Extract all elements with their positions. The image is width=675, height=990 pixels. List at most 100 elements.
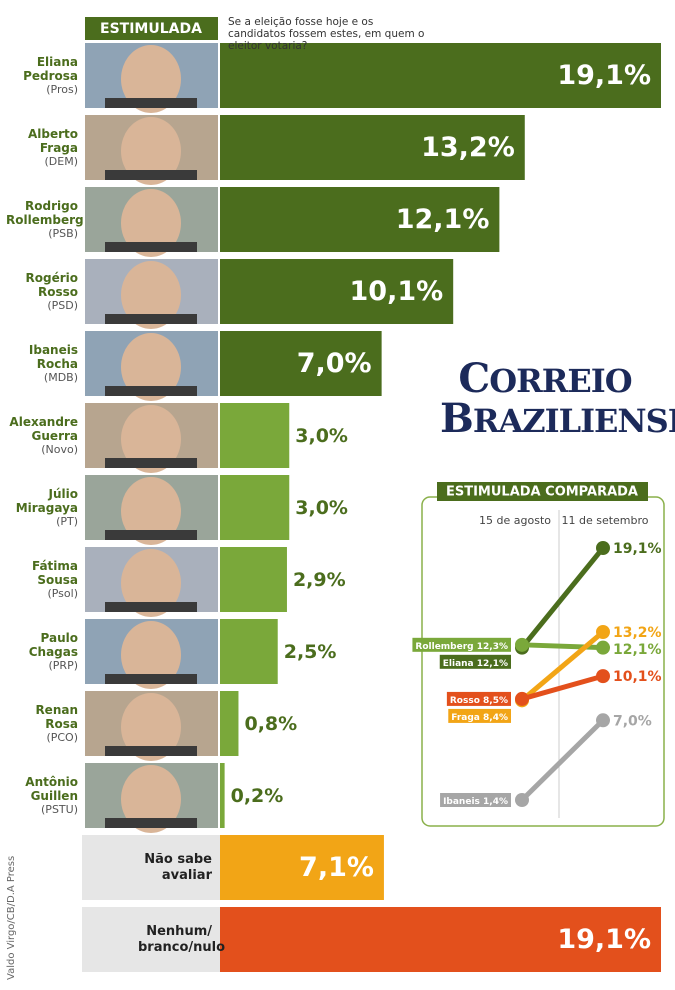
photo-shoulders: [105, 674, 197, 684]
party: (PSB): [48, 226, 78, 240]
photo-shoulders: [105, 458, 197, 468]
value-label: 0,2%: [231, 785, 284, 807]
bar: [220, 259, 454, 324]
photo-face: [121, 549, 181, 617]
chart-title: ESTIMULADA: [100, 21, 202, 37]
slope-dot: [515, 691, 529, 706]
candidate-name: Alberto Fraga: [27, 126, 78, 155]
left-label-box: [439, 654, 511, 669]
left-label: Eliana 12,1%: [439, 654, 511, 669]
bar: [220, 619, 278, 684]
value-label: 10,1%: [613, 669, 662, 685]
bar: [220, 43, 661, 108]
value-label: 0,8%: [244, 713, 297, 735]
party: (Psol): [47, 586, 78, 600]
slope-line: [521, 642, 604, 651]
bar: [220, 115, 525, 180]
credit: Valdo Virgo/CB/D.A Press: [6, 856, 17, 980]
label-box: [82, 835, 220, 900]
photo-shoulders: [105, 530, 197, 540]
photo-face: [121, 333, 181, 401]
value-label: 12,3%: [477, 641, 508, 651]
category-label: Não sabe avaliar: [144, 851, 212, 883]
category-label: Alexandre Guerra (Novo): [0, 415, 78, 457]
value-label: 8,4%: [483, 712, 508, 722]
photo-face: [121, 765, 181, 833]
photo-face: [121, 45, 181, 113]
value-label: 2,9%: [293, 569, 346, 591]
series-name: Eliana: [443, 658, 474, 668]
party: (PT): [56, 514, 78, 528]
candidate-name: Alexandre Guerra: [9, 414, 78, 443]
photo-shoulders: [105, 386, 197, 396]
value-label: 2,5%: [284, 641, 337, 663]
photo-shoulders: [105, 314, 197, 324]
slope-title: ESTIMULADA COMPARADA: [446, 485, 638, 500]
left-label: Ibaneis 1,4%: [440, 793, 511, 807]
left-label: Fraga 8,4%: [448, 708, 511, 723]
series-name: Rosso: [450, 695, 480, 705]
category-label: Antônio Guillen (PSTU): [0, 775, 78, 817]
value-label: 12,1%: [477, 658, 508, 668]
value-label: 7,0%: [297, 348, 372, 379]
slope-line: [520, 546, 605, 650]
bar: [220, 475, 290, 540]
value-label: 3,0%: [295, 425, 348, 447]
photo-face: [121, 621, 181, 689]
category-label: Paulo Chagas (PRP): [0, 631, 78, 673]
left-label: Rollemberg 12,3%: [412, 637, 511, 652]
bar: [220, 691, 239, 756]
party: (PSTU): [41, 802, 78, 816]
slope-line: [520, 718, 605, 802]
photo-shoulders: [105, 602, 197, 612]
brand-line: CORREIO: [458, 355, 632, 402]
brand: CORREIO BRAZILIENSE: [440, 355, 675, 442]
value-label: 19,1%: [557, 924, 651, 955]
value-label: 19,1%: [557, 60, 651, 91]
party: (PRP): [48, 658, 79, 672]
candidate-name: Rodrigo Rollemberg: [6, 198, 84, 227]
category-label: Eliana Pedrosa (Pros): [0, 55, 78, 97]
left-label-box: [440, 793, 511, 807]
label-box: [82, 907, 220, 972]
photo-face: [121, 261, 181, 329]
value-label: 3,0%: [295, 497, 348, 519]
value-label: 7,0%: [613, 713, 652, 729]
slope-title-box: [437, 482, 648, 501]
slope-dot: [596, 640, 610, 655]
candidate-name: Ibaneis Rocha: [28, 342, 78, 371]
slope-dot: [596, 669, 610, 684]
candidate-name: Rogério Rosso: [25, 270, 79, 299]
party: (Pros): [46, 82, 78, 96]
candidate-name: Renan Rosa: [35, 702, 78, 731]
bar: [220, 763, 225, 828]
category-label: Ibaneis Rocha (MDB): [0, 343, 78, 385]
left-label-text: Rollemberg 12,3%: [415, 641, 508, 651]
left-label-text: Rosso 8,5%: [450, 695, 508, 705]
photo-shoulders: [105, 818, 197, 828]
bar: [220, 907, 661, 972]
left-label-text: Eliana 12,1%: [443, 658, 508, 668]
series-name: Fraga: [451, 712, 480, 722]
slope-dot: [515, 637, 529, 652]
category-label: Fátima Sousa (Psol): [0, 559, 78, 601]
bar: [220, 331, 382, 396]
left-label-box: [446, 691, 511, 706]
category-label: Rogério Rosso (PSD): [0, 270, 79, 313]
party: (Novo): [41, 442, 78, 456]
x-label: 15 de agosto: [479, 514, 551, 527]
category-label: Júlio Miragaya (PT): [0, 487, 78, 529]
candidate-name: Fátima Sousa: [31, 558, 78, 587]
series-name: Ibaneis: [443, 797, 480, 807]
brand-line: BRAZILIENSE: [440, 395, 675, 442]
party: (DEM): [44, 154, 79, 168]
title-box: [85, 17, 218, 40]
candidate-name: Júlio Miragaya: [15, 486, 78, 515]
party: (PCO): [46, 730, 78, 744]
photo-shoulders: [105, 170, 197, 180]
category-label: Renan Rosa (PCO): [0, 703, 78, 745]
left-label-box: [412, 637, 511, 652]
category-label: Alberto Fraga (DEM): [0, 127, 78, 169]
